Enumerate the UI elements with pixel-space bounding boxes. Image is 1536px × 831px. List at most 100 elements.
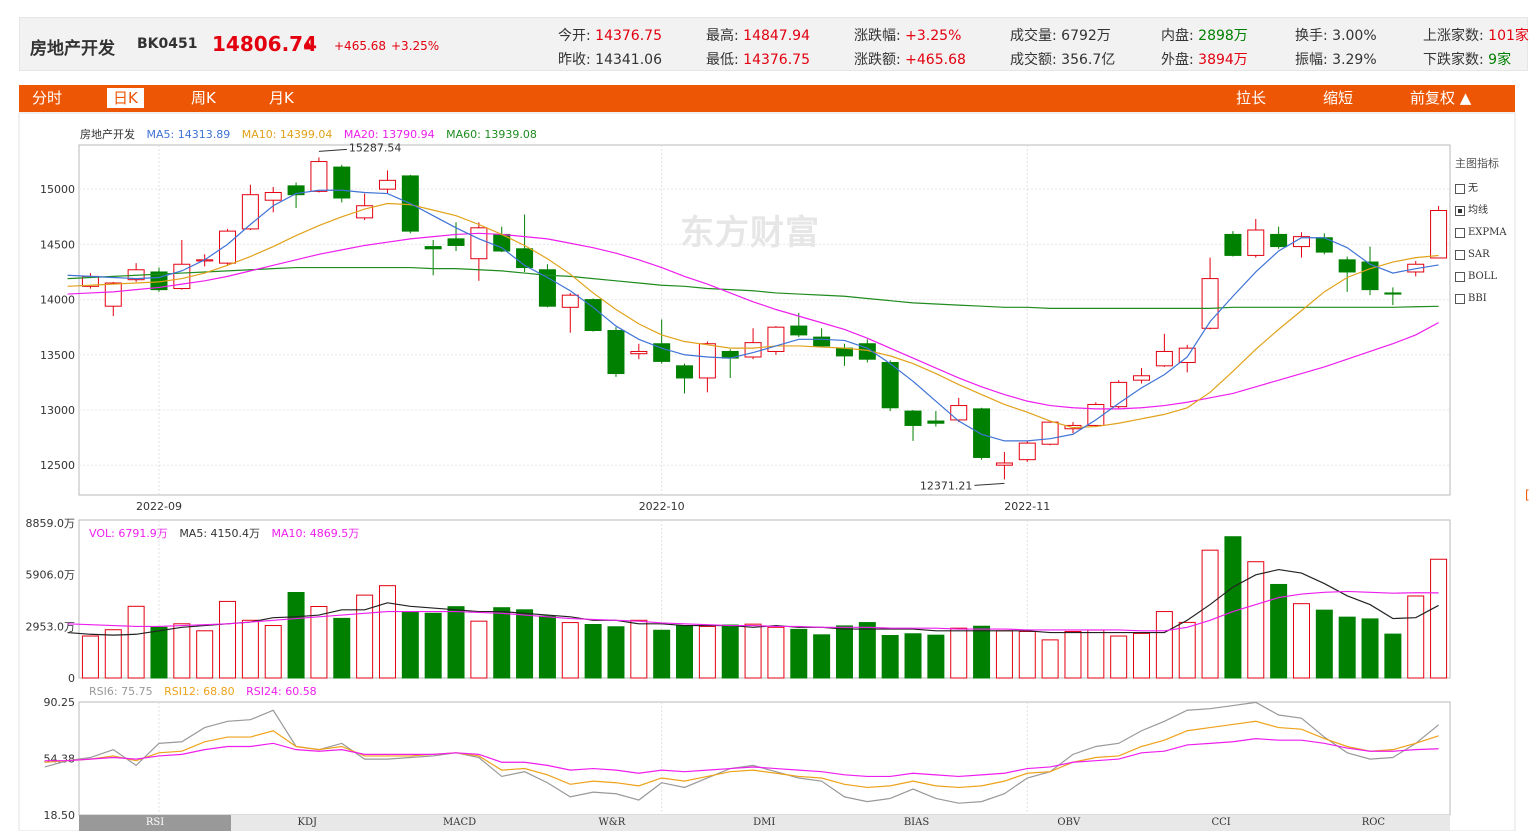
candle-body xyxy=(333,166,351,199)
period-tabbar: 分时 日K 周K 月K 拉长 缩短 前复权 ▲ xyxy=(19,85,1515,112)
main-ytick-label: 13500 xyxy=(40,349,75,362)
indicator-option-label: 均线 xyxy=(1468,205,1488,216)
volume-bar xyxy=(447,606,465,679)
indicator-option[interactable]: BBI xyxy=(1455,288,1507,310)
indicator-option[interactable]: EXPMA xyxy=(1455,222,1507,244)
stock-name: 房地产开发 xyxy=(30,39,115,59)
candle-body xyxy=(653,343,671,362)
indicator-option-label: EXPMA xyxy=(1468,227,1507,238)
volume-bar xyxy=(538,615,556,679)
stock-code: BK0451 xyxy=(137,36,198,52)
indicator-tab-cci[interactable]: CCI xyxy=(1211,817,1231,828)
candle-body xyxy=(378,179,396,190)
chart-frame xyxy=(18,112,1516,831)
stat-value: 356.7亿 xyxy=(1056,52,1116,68)
volume-bar xyxy=(196,630,214,679)
volume-bar xyxy=(356,594,374,679)
tab-monthly-k[interactable]: 月K xyxy=(269,89,294,107)
candle-body xyxy=(104,282,122,307)
quote-header: 房地产开发 BK0451 14806.74 ▲ +465.68 +3.25% 今… xyxy=(19,17,1529,71)
tab-daily-k[interactable]: 日K xyxy=(107,88,144,108)
candle-body xyxy=(1270,233,1288,248)
stat-value: 101家 xyxy=(1483,28,1529,44)
price-change-pct: +3.25% xyxy=(391,39,440,53)
candle-body xyxy=(424,246,442,250)
volume-bar xyxy=(790,628,808,679)
checkbox-icon[interactable] xyxy=(1455,294,1465,304)
stat-value: 14376.75 xyxy=(738,52,810,68)
main-ytick-label: 15000 xyxy=(40,183,75,196)
indicator-tab-dmi[interactable]: DMI xyxy=(753,817,776,828)
indicator-option-label: SAR xyxy=(1468,249,1490,260)
stretch-button[interactable]: 拉长 xyxy=(1236,89,1267,107)
volume-bar xyxy=(516,609,534,679)
checkbox-icon[interactable] xyxy=(1455,250,1465,260)
indicator-option[interactable]: 无 xyxy=(1455,178,1507,200)
candle-body xyxy=(447,238,465,246)
volume-bar xyxy=(1430,558,1448,679)
stat-value: 9家 xyxy=(1483,52,1512,68)
stat-value: +465.68 xyxy=(900,52,966,68)
indicator-tab-wr[interactable]: W&R xyxy=(598,817,626,828)
volume-bar xyxy=(470,620,488,679)
indicator-tab-rsi[interactable]: RSI xyxy=(79,815,231,831)
stat-label: 涨跌幅: xyxy=(854,28,901,44)
vol-ma5-legend: MA5: 4150.4万 xyxy=(179,527,261,540)
tab-weekly-k[interactable]: 周K xyxy=(191,89,216,107)
candle-body xyxy=(584,299,602,331)
x-tick-label: 2022-09 xyxy=(136,500,182,513)
indicator-option[interactable]: SAR xyxy=(1455,244,1507,266)
volume-bar xyxy=(150,626,168,679)
adjust-forward-dropdown[interactable]: 前复权 ▲ xyxy=(1410,89,1472,107)
main-ytick-label: 14500 xyxy=(40,238,75,251)
volume-bar xyxy=(219,600,237,679)
volume-bar xyxy=(698,625,716,679)
stat-label: 外盘: xyxy=(1161,52,1194,68)
volume-bar xyxy=(1201,549,1219,679)
stat-item: 昨收: 14341.06 xyxy=(558,49,662,69)
volume-bar xyxy=(81,635,99,679)
volume-ytick-label: 2953.0万 xyxy=(26,620,76,633)
candle-body xyxy=(1338,259,1356,273)
volume-bar xyxy=(995,630,1013,679)
candle-body xyxy=(744,342,762,358)
indicator-tab-kdj[interactable]: KDJ xyxy=(297,817,318,828)
stat-label: 上涨家数: xyxy=(1423,28,1484,44)
candle-body xyxy=(904,410,922,426)
candle-body xyxy=(470,227,488,260)
indicator-tab-obv[interactable]: OBV xyxy=(1057,817,1081,828)
rsi-ytick-label: 90.25 xyxy=(44,696,76,709)
stat-label: 振幅: xyxy=(1295,52,1328,68)
checkbox-icon[interactable] xyxy=(1455,184,1465,194)
indicator-tab-macd[interactable]: MACD xyxy=(443,817,477,828)
candle-body xyxy=(241,194,259,230)
indicator-option[interactable]: BOLL xyxy=(1455,266,1507,288)
rsi12-line xyxy=(44,720,1439,789)
stat-item: 下跌家数: 9家 xyxy=(1423,49,1511,69)
checkbox-icon[interactable] xyxy=(1455,272,1465,282)
candle-body xyxy=(950,405,968,421)
stat-value: 3894万 xyxy=(1193,52,1248,68)
stat-label: 成交额: xyxy=(1010,52,1057,68)
indicator-tab-roc[interactable]: ROC xyxy=(1361,817,1386,828)
indicator-option[interactable]: 均线 xyxy=(1455,200,1507,222)
main-indicator-title: 主图指标 xyxy=(1455,157,1499,170)
volume-bar xyxy=(424,612,442,679)
indicator-tab-bias[interactable]: BIAS xyxy=(903,817,930,828)
checkbox-icon[interactable] xyxy=(1455,228,1465,238)
vol-ma10-legend: MA10: 4869.5万 xyxy=(271,527,360,540)
checkbox-icon[interactable] xyxy=(1455,206,1465,216)
volume-bar xyxy=(310,605,328,679)
main-legend-name: 房地产开发 xyxy=(80,128,135,141)
volume-bar xyxy=(904,633,922,679)
tab-intraday[interactable]: 分时 xyxy=(32,89,63,107)
shrink-button[interactable]: 缩短 xyxy=(1323,89,1354,107)
volume-ytick-label: 8859.0万 xyxy=(26,517,76,530)
ma10-legend: MA10: 14399.04 xyxy=(241,128,333,141)
volume-bar xyxy=(1018,630,1036,679)
candle-body xyxy=(1133,375,1151,381)
volume-bar xyxy=(1384,633,1402,679)
ma60-legend: MA60: 13939.08 xyxy=(446,128,537,141)
volume-bar xyxy=(676,625,694,679)
